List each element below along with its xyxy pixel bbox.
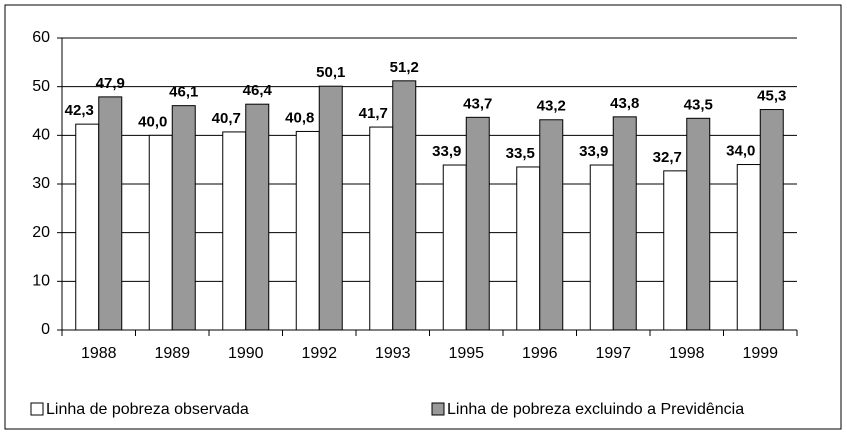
legend-swatch [30, 402, 44, 416]
bar [589, 164, 614, 331]
bar [686, 117, 711, 331]
value-label: 34,0 [726, 143, 755, 160]
bar [516, 166, 541, 331]
bar [442, 164, 467, 331]
bar [318, 85, 343, 331]
value-label: 33,5 [506, 145, 535, 162]
bar [612, 116, 637, 331]
value-label: 43,7 [463, 95, 492, 112]
value-label: 42,3 [65, 102, 94, 119]
bar [539, 119, 564, 331]
value-label: 41,7 [359, 105, 388, 122]
y-tick-label: 0 [41, 321, 50, 338]
value-label: 40,8 [285, 109, 314, 126]
chart-frame [4, 4, 842, 430]
bar [736, 164, 761, 331]
y-tick-label: 40 [32, 127, 50, 144]
x-tick-label: 1989 [154, 345, 190, 362]
x-tick-label: 1988 [81, 345, 117, 362]
x-tick-label: 1993 [375, 345, 411, 362]
bar [75, 123, 100, 331]
bar [245, 103, 270, 331]
value-label: 51,2 [390, 59, 419, 76]
value-label: 33,9 [432, 143, 461, 160]
bar [392, 80, 417, 331]
bar [295, 130, 320, 331]
value-label: 46,1 [169, 84, 198, 101]
y-tick-label: 10 [32, 273, 50, 290]
y-tick-label: 50 [32, 78, 50, 95]
value-label: 33,9 [579, 143, 608, 160]
y-tick-label: 30 [32, 175, 50, 192]
value-label: 45,3 [757, 88, 786, 105]
x-tick-label: 1995 [448, 345, 484, 362]
y-tick-label: 60 [32, 29, 50, 46]
value-label: 32,7 [653, 149, 682, 166]
value-label: 40,0 [138, 113, 167, 130]
x-tick-label: 1999 [742, 345, 778, 362]
y-tick-label: 20 [32, 224, 50, 241]
x-tick-label: 1996 [522, 345, 558, 362]
bar [369, 126, 394, 331]
legend-swatch [431, 402, 445, 416]
value-label: 43,2 [537, 98, 566, 115]
legend-label: Linha de pobreza excluindo a Previdência [447, 401, 744, 418]
bar [222, 131, 247, 331]
bar [171, 105, 196, 331]
value-label: 50,1 [316, 64, 345, 81]
value-label: 43,5 [684, 96, 713, 113]
x-tick-label: 1992 [301, 345, 337, 362]
value-label: 47,9 [96, 75, 125, 92]
x-tick-label: 1990 [228, 345, 264, 362]
bar [98, 96, 123, 331]
bar [663, 170, 688, 331]
x-tick-label: 1997 [595, 345, 631, 362]
bar [759, 109, 784, 331]
x-tick-label: 1998 [669, 345, 705, 362]
value-label: 46,4 [243, 82, 273, 99]
bar [465, 116, 490, 331]
legend-label: Linha de pobreza observada [46, 401, 249, 418]
value-label: 43,8 [610, 95, 639, 112]
value-label: 40,7 [212, 110, 241, 127]
bar [148, 134, 173, 331]
